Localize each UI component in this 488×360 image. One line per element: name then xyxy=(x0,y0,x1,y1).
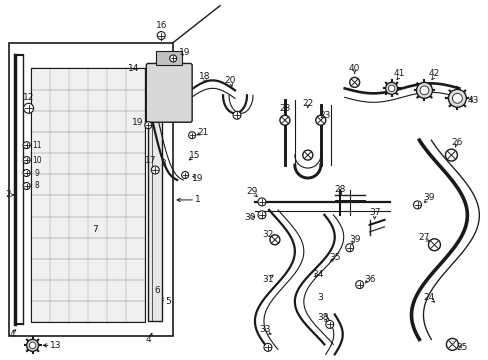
Bar xyxy=(31,68,145,323)
Text: 39: 39 xyxy=(348,235,360,244)
Circle shape xyxy=(23,183,30,189)
Text: 8: 8 xyxy=(34,181,39,190)
Circle shape xyxy=(188,132,195,139)
Circle shape xyxy=(233,111,241,119)
Text: 12: 12 xyxy=(23,93,34,102)
Text: 41: 41 xyxy=(393,69,405,78)
Text: 38: 38 xyxy=(316,313,328,322)
Text: 16: 16 xyxy=(155,21,166,30)
Text: 1: 1 xyxy=(195,195,201,204)
Text: 40: 40 xyxy=(348,64,360,73)
Circle shape xyxy=(419,86,428,95)
Text: 33: 33 xyxy=(259,325,270,334)
Text: 18: 18 xyxy=(199,72,210,81)
Text: 13: 13 xyxy=(50,341,61,350)
Circle shape xyxy=(26,339,39,351)
Circle shape xyxy=(269,235,279,245)
Circle shape xyxy=(325,320,333,328)
Text: 3: 3 xyxy=(160,158,166,167)
Text: 32: 32 xyxy=(262,230,273,239)
Text: 22: 22 xyxy=(302,99,313,108)
Text: 19: 19 xyxy=(192,174,203,183)
Text: 20: 20 xyxy=(224,76,235,85)
Text: 27: 27 xyxy=(418,233,429,242)
Text: 23: 23 xyxy=(279,104,290,113)
Circle shape xyxy=(258,198,265,206)
Circle shape xyxy=(151,166,159,174)
Text: 5: 5 xyxy=(165,297,171,306)
Circle shape xyxy=(23,157,30,163)
FancyBboxPatch shape xyxy=(146,63,192,122)
Text: 9: 9 xyxy=(34,168,39,177)
Circle shape xyxy=(264,343,271,351)
Text: 30: 30 xyxy=(244,213,255,222)
Circle shape xyxy=(23,103,34,113)
Text: 25: 25 xyxy=(456,343,467,352)
Circle shape xyxy=(258,211,265,219)
Text: 37: 37 xyxy=(368,208,380,217)
Circle shape xyxy=(413,201,421,209)
Text: 31: 31 xyxy=(262,275,273,284)
Text: 36: 36 xyxy=(363,275,375,284)
Text: 39: 39 xyxy=(423,193,434,202)
Text: 11: 11 xyxy=(32,141,41,150)
Circle shape xyxy=(349,77,359,87)
Text: 7: 7 xyxy=(92,225,98,234)
Text: 43: 43 xyxy=(467,96,478,105)
Circle shape xyxy=(23,141,30,149)
Circle shape xyxy=(445,149,456,161)
Circle shape xyxy=(385,82,397,94)
Text: 23: 23 xyxy=(319,111,330,120)
Text: 2: 2 xyxy=(6,190,11,199)
Circle shape xyxy=(387,85,394,92)
Text: 42: 42 xyxy=(428,69,439,78)
Text: 19: 19 xyxy=(131,118,143,127)
Bar xyxy=(156,50,182,66)
Text: 35: 35 xyxy=(328,253,340,262)
Text: 29: 29 xyxy=(246,188,257,197)
Circle shape xyxy=(451,93,461,103)
Text: 4: 4 xyxy=(145,335,151,344)
Text: 10: 10 xyxy=(32,156,41,165)
Circle shape xyxy=(157,32,165,40)
Circle shape xyxy=(279,115,289,125)
Circle shape xyxy=(447,89,466,107)
Bar xyxy=(148,71,162,321)
Text: 17: 17 xyxy=(144,156,156,165)
Circle shape xyxy=(29,342,36,348)
Circle shape xyxy=(427,239,440,251)
Text: 28: 28 xyxy=(333,185,345,194)
Circle shape xyxy=(182,171,188,179)
Text: 26: 26 xyxy=(451,138,462,147)
Circle shape xyxy=(302,150,312,160)
Circle shape xyxy=(355,280,363,289)
Circle shape xyxy=(23,170,30,176)
Circle shape xyxy=(315,115,325,125)
Text: 34: 34 xyxy=(311,270,323,279)
Text: 15: 15 xyxy=(189,150,201,159)
Circle shape xyxy=(446,338,457,350)
Circle shape xyxy=(416,82,431,98)
Text: 24: 24 xyxy=(423,293,434,302)
Circle shape xyxy=(345,244,353,252)
Bar xyxy=(9,42,173,336)
Circle shape xyxy=(144,122,151,129)
Text: 19: 19 xyxy=(179,48,190,57)
Text: 6: 6 xyxy=(154,286,160,295)
Circle shape xyxy=(169,55,176,62)
Text: 21: 21 xyxy=(197,128,208,137)
Text: 14: 14 xyxy=(127,64,139,73)
Text: 3: 3 xyxy=(316,293,322,302)
Text: 4: 4 xyxy=(10,330,16,339)
